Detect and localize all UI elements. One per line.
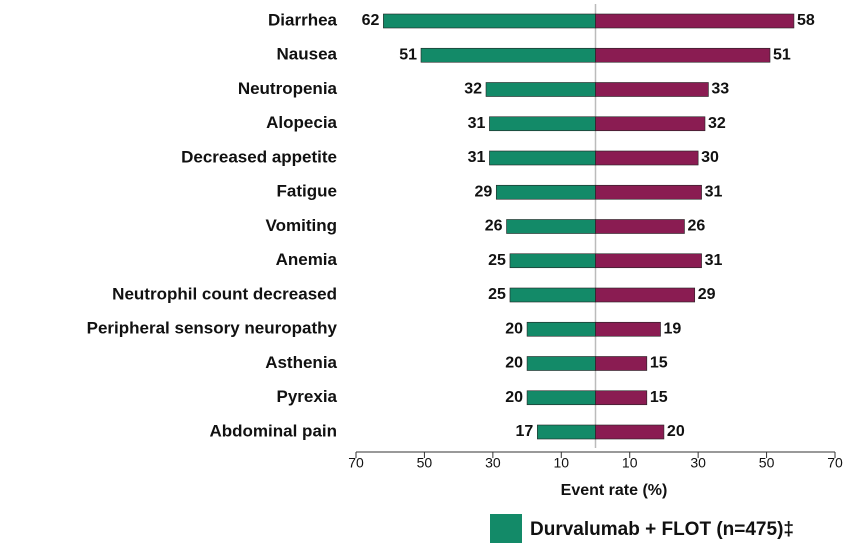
x-tick-label: 70 xyxy=(348,455,364,471)
x-tick-label: 10 xyxy=(553,455,569,471)
bar xyxy=(509,287,596,303)
value-label: 62 xyxy=(362,12,380,29)
category-label: Vomiting xyxy=(266,216,337,235)
legend-swatch xyxy=(490,514,522,543)
x-tick-label: 30 xyxy=(485,455,501,471)
bar xyxy=(595,184,702,200)
value-label: 58 xyxy=(797,12,815,29)
x-tick-label: 50 xyxy=(417,455,433,471)
bar xyxy=(485,82,596,97)
value-label: 31 xyxy=(468,149,486,166)
value-label: 20 xyxy=(667,423,685,440)
bar xyxy=(595,150,699,166)
value-label: 26 xyxy=(485,218,503,235)
value-label: 20 xyxy=(505,320,523,337)
bar xyxy=(506,219,596,234)
bar xyxy=(495,184,596,200)
value-label: 32 xyxy=(708,115,726,132)
category-label: Pyrexia xyxy=(277,387,338,406)
value-label: 29 xyxy=(698,286,716,303)
bar xyxy=(595,321,661,337)
bar xyxy=(509,253,596,269)
category-label: Diarrhea xyxy=(268,10,338,29)
value-label: 30 xyxy=(701,149,719,166)
category-label: Abdominal pain xyxy=(210,421,338,440)
bar xyxy=(383,13,596,29)
value-label: 33 xyxy=(711,81,729,98)
value-label: 17 xyxy=(516,423,534,440)
bar xyxy=(595,356,648,371)
x-tick-label: 50 xyxy=(759,455,775,471)
value-label: 20 xyxy=(505,355,523,372)
x-tick-label: 30 xyxy=(690,455,706,471)
bar xyxy=(420,47,596,63)
value-label: 51 xyxy=(773,46,791,63)
category-label: Neutropenia xyxy=(238,79,338,98)
bar xyxy=(595,287,696,303)
bar xyxy=(595,13,795,29)
category-label: Neutrophil count decreased xyxy=(112,284,337,303)
bar xyxy=(489,116,596,132)
legend-label: Durvalumab + FLOT (n=475)‡ xyxy=(530,519,794,540)
value-label: 25 xyxy=(488,286,506,303)
value-label: 32 xyxy=(464,81,482,98)
category-label: Decreased appetite xyxy=(181,147,337,166)
category-label: Anemia xyxy=(276,250,338,269)
value-label: 20 xyxy=(505,389,523,406)
value-label: 31 xyxy=(468,115,486,132)
value-label: 15 xyxy=(650,389,668,406)
category-label: Fatigue xyxy=(277,182,337,201)
x-tick-label: 10 xyxy=(622,455,638,471)
bar xyxy=(595,219,685,234)
value-label: 26 xyxy=(687,218,705,235)
bar xyxy=(526,356,596,371)
value-label: 25 xyxy=(488,252,506,269)
value-label: 15 xyxy=(650,355,668,372)
bar xyxy=(595,424,665,440)
bar xyxy=(595,253,702,269)
category-label: Alopecia xyxy=(266,113,337,132)
x-tick-label: 70 xyxy=(827,455,843,471)
bar xyxy=(526,390,596,406)
bar xyxy=(595,116,706,132)
category-label: Peripheral sensory neuropathy xyxy=(87,319,338,338)
bar xyxy=(526,321,596,337)
value-label: 51 xyxy=(399,46,417,63)
category-label: Asthenia xyxy=(265,353,337,372)
value-label: 31 xyxy=(705,183,723,200)
value-label: 29 xyxy=(474,183,492,200)
bar xyxy=(489,150,596,166)
bar xyxy=(595,390,648,406)
x-axis-label: Event rate (%) xyxy=(561,482,668,499)
bar xyxy=(595,47,771,63)
category-label: Nausea xyxy=(277,45,338,64)
bar xyxy=(595,82,709,97)
bar xyxy=(537,424,596,440)
value-label: 31 xyxy=(705,252,723,269)
value-label: 19 xyxy=(664,320,682,337)
